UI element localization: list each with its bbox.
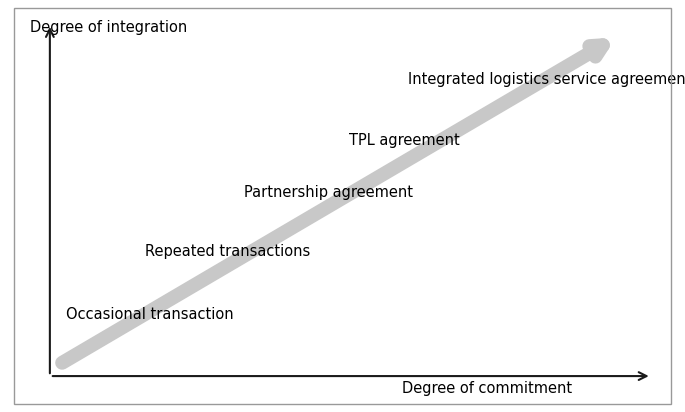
Text: Integrated logistics service agreement: Integrated logistics service agreement (408, 72, 685, 87)
Text: Occasional transaction: Occasional transaction (66, 307, 234, 322)
Text: Degree of commitment: Degree of commitment (402, 381, 572, 396)
Text: Repeated transactions: Repeated transactions (145, 244, 310, 259)
Text: Degree of integration: Degree of integration (30, 20, 188, 35)
Text: Partnership agreement: Partnership agreement (244, 185, 413, 200)
Text: TPL agreement: TPL agreement (349, 133, 460, 148)
